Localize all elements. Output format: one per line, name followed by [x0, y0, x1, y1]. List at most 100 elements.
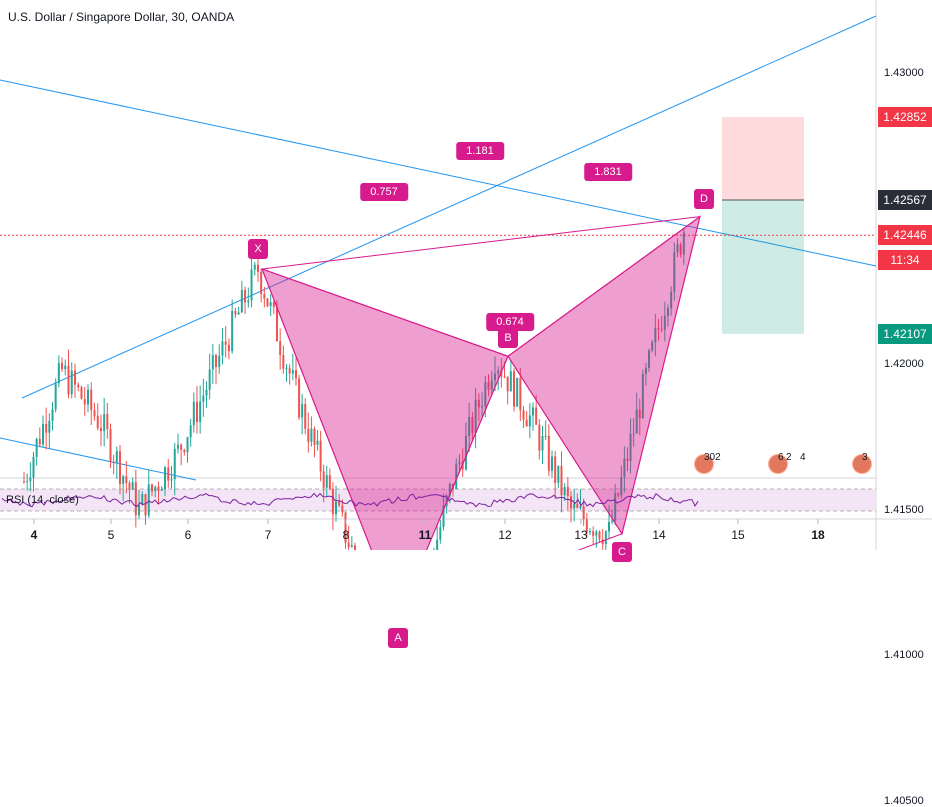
candle-body [667, 308, 669, 316]
stop-zone [722, 117, 804, 201]
price-tag-entry: 1.42567 [878, 190, 932, 210]
us-flag-icon[interactable] [694, 454, 714, 474]
price-tick-label: 1.41000 [884, 649, 924, 661]
candle-body [54, 383, 57, 410]
candle-body [45, 424, 48, 433]
candle-body [57, 363, 60, 384]
candle-body [122, 476, 125, 485]
candle-body [247, 300, 250, 303]
candle-body [506, 376, 509, 392]
candle-body [644, 368, 647, 375]
candle-body [180, 444, 183, 450]
candle-body [196, 401, 198, 422]
candle-body [436, 539, 439, 550]
candle-body [250, 269, 253, 301]
event-count: 2 [786, 452, 792, 463]
pattern-bd-line [507, 216, 701, 357]
candle-body [522, 410, 525, 420]
candle-body [87, 389, 89, 405]
candle-body [282, 354, 285, 369]
candle-body [563, 486, 566, 496]
time-tick-label: 8 [342, 528, 350, 542]
us-flag-icon[interactable] [852, 454, 872, 474]
pattern-ratio-label: 1.181 [456, 142, 504, 160]
candle-body [663, 315, 666, 330]
candle-body [192, 401, 195, 426]
candle-body [96, 416, 99, 429]
candle-body [474, 399, 477, 434]
candle-body [313, 428, 316, 445]
candle-body [260, 271, 263, 294]
candle-body [288, 368, 291, 374]
candle-body [547, 435, 550, 471]
candle-body [322, 471, 325, 488]
price-tag-timer: 11:34 [878, 250, 932, 271]
candle-body [186, 437, 189, 453]
candle-body [614, 493, 617, 521]
candle-body [144, 494, 147, 516]
candle-body [38, 439, 41, 445]
candle-body [291, 370, 294, 374]
candle-body [147, 484, 150, 516]
candle-body [227, 344, 230, 352]
candle-body [173, 448, 176, 480]
candle-body [134, 482, 137, 516]
candle-body [279, 341, 282, 355]
rsi-series [1, 492, 699, 508]
event-count: 4 [800, 452, 806, 463]
candle-body [570, 496, 572, 509]
event-count: 302 [704, 452, 721, 463]
price-chart[interactable] [0, 0, 932, 550]
candle-body [164, 467, 166, 490]
candle-body [151, 484, 153, 492]
candle-body [682, 232, 685, 255]
candle-body [325, 475, 328, 488]
pattern-ratio-label: 0.674 [486, 313, 534, 331]
candle-body [276, 307, 278, 342]
candle-body [244, 289, 247, 303]
candle-body [83, 398, 86, 405]
pattern-ratio-label: 0.757 [360, 183, 408, 201]
candle-body [301, 404, 304, 418]
candle-body [519, 377, 522, 411]
candle-body [211, 355, 214, 370]
candle-body [341, 505, 344, 513]
candle-body [295, 370, 297, 379]
pattern-point-b: B [498, 328, 518, 349]
candle-body [208, 369, 211, 390]
candle-body [654, 328, 657, 343]
candle-body [199, 401, 202, 422]
candle-body [170, 479, 173, 481]
candle-body [224, 341, 227, 345]
pattern-point-c: C [612, 541, 632, 562]
pattern-point-x: X [248, 238, 268, 259]
candle-body [448, 483, 451, 497]
candle-body [328, 475, 331, 489]
candle-body [538, 424, 541, 451]
candle-body [23, 481, 25, 483]
candle-body [629, 434, 632, 461]
candle-body [167, 467, 170, 481]
candle-body [455, 463, 458, 489]
candle-body [64, 365, 67, 370]
candle-body [90, 389, 93, 411]
candle-body [617, 493, 620, 496]
candle-body [109, 429, 112, 462]
price-tick-label: 1.41500 [884, 503, 924, 516]
candle-body [77, 384, 80, 388]
candle-body [608, 521, 610, 532]
us-flag-icon[interactable] [768, 454, 788, 474]
pattern-xd-line [261, 216, 701, 270]
candle-body [468, 417, 471, 436]
candle-body [335, 501, 337, 515]
candle-body [128, 482, 131, 490]
candle-body [481, 406, 484, 408]
candle-body [307, 428, 310, 442]
candle-body [461, 462, 464, 470]
candle-body [26, 481, 29, 483]
candle-body [157, 486, 160, 491]
candle-body [103, 414, 106, 432]
candle-body [598, 531, 601, 540]
candle-body [589, 531, 591, 533]
candle-body [331, 488, 334, 515]
